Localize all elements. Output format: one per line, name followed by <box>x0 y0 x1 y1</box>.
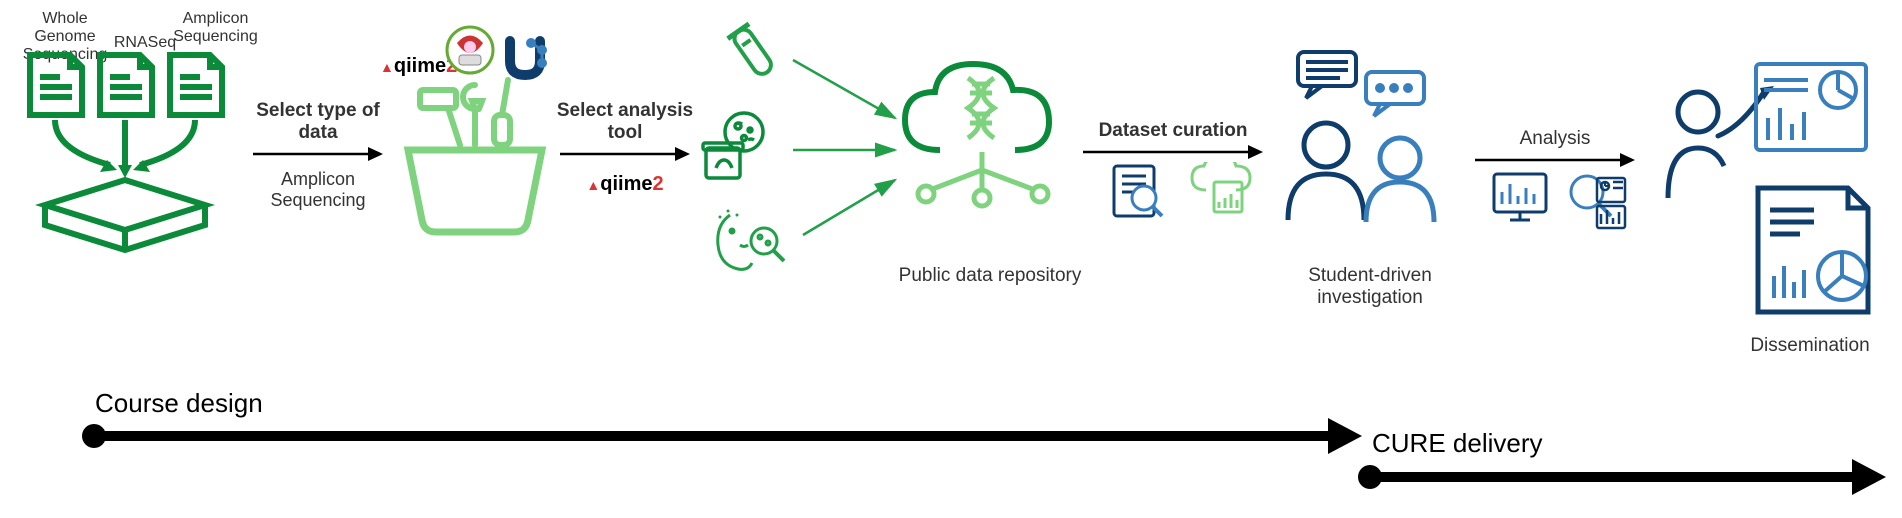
select-type-sub: Amplicon Sequencing <box>248 169 388 211</box>
arrow-analysis: Analysis <box>1470 128 1640 175</box>
text-rnaseq: RNASeq <box>114 34 176 51</box>
arrow-dataset-curation: Dataset curation <box>1078 120 1268 167</box>
label-amplicon: Amplicon Sequencing <box>168 10 263 46</box>
cloud-doc-icon <box>1188 162 1258 222</box>
toolbox-icon <box>390 75 560 245</box>
select-type-label: Select type of <box>248 100 388 122</box>
timeline-course-design-label: Course design <box>95 388 263 419</box>
timeline-head-left <box>1328 418 1362 454</box>
badge-icon <box>445 25 495 75</box>
timeline-line-right <box>1370 472 1856 482</box>
select-tool-label2: tool <box>555 122 695 144</box>
select-tool-label: Select analysis <box>555 100 695 122</box>
arrow-icon <box>248 144 388 164</box>
analysis-search-icon <box>1565 170 1631 236</box>
stage-toolbox: ▲qiime2 <box>390 30 560 230</box>
tube-icon <box>720 20 790 90</box>
doc-search-icon <box>1108 160 1178 230</box>
face-icon <box>710 205 790 285</box>
arrow-icon-2 <box>555 144 695 164</box>
report-icon <box>1750 180 1890 330</box>
curation-label: Dataset curation <box>1078 120 1268 142</box>
students-label: Student-driven investigation <box>1270 265 1470 309</box>
qiime2-logo-2: ▲qiime2 <box>555 173 695 196</box>
cloud-label: Public data repository <box>880 265 1100 287</box>
arrow-select-data: Select type of data Amplicon Sequencing <box>248 100 388 211</box>
stage-cloud: Public data repository <box>890 60 1090 265</box>
timeline-head-right <box>1852 459 1886 495</box>
timeline-cure-label: CURE delivery <box>1372 428 1543 459</box>
text-amplicon: Amplicon Sequencing <box>173 10 258 45</box>
dissemination-label: Dissemination <box>1730 335 1890 357</box>
monitor-icon <box>1490 170 1556 236</box>
cloud-dna-icon <box>890 60 1090 260</box>
arrow-icon-3 <box>1078 142 1268 162</box>
sequencing-icon <box>15 50 255 260</box>
arrow-icon-4 <box>1470 150 1640 170</box>
arrow-select-tool: Select analysis tool ▲qiime2 <box>555 100 695 196</box>
students-icon <box>1270 50 1470 250</box>
analysis-label: Analysis <box>1470 128 1640 150</box>
petri-icon <box>700 110 770 180</box>
stage-students: Student-driven investigation <box>1270 50 1470 255</box>
select-type-label2: data <box>248 122 388 144</box>
timeline-line-left <box>94 431 1332 441</box>
stage-sequencing: Whole Genome Sequencing RNASeq Amplicon … <box>20 10 240 240</box>
